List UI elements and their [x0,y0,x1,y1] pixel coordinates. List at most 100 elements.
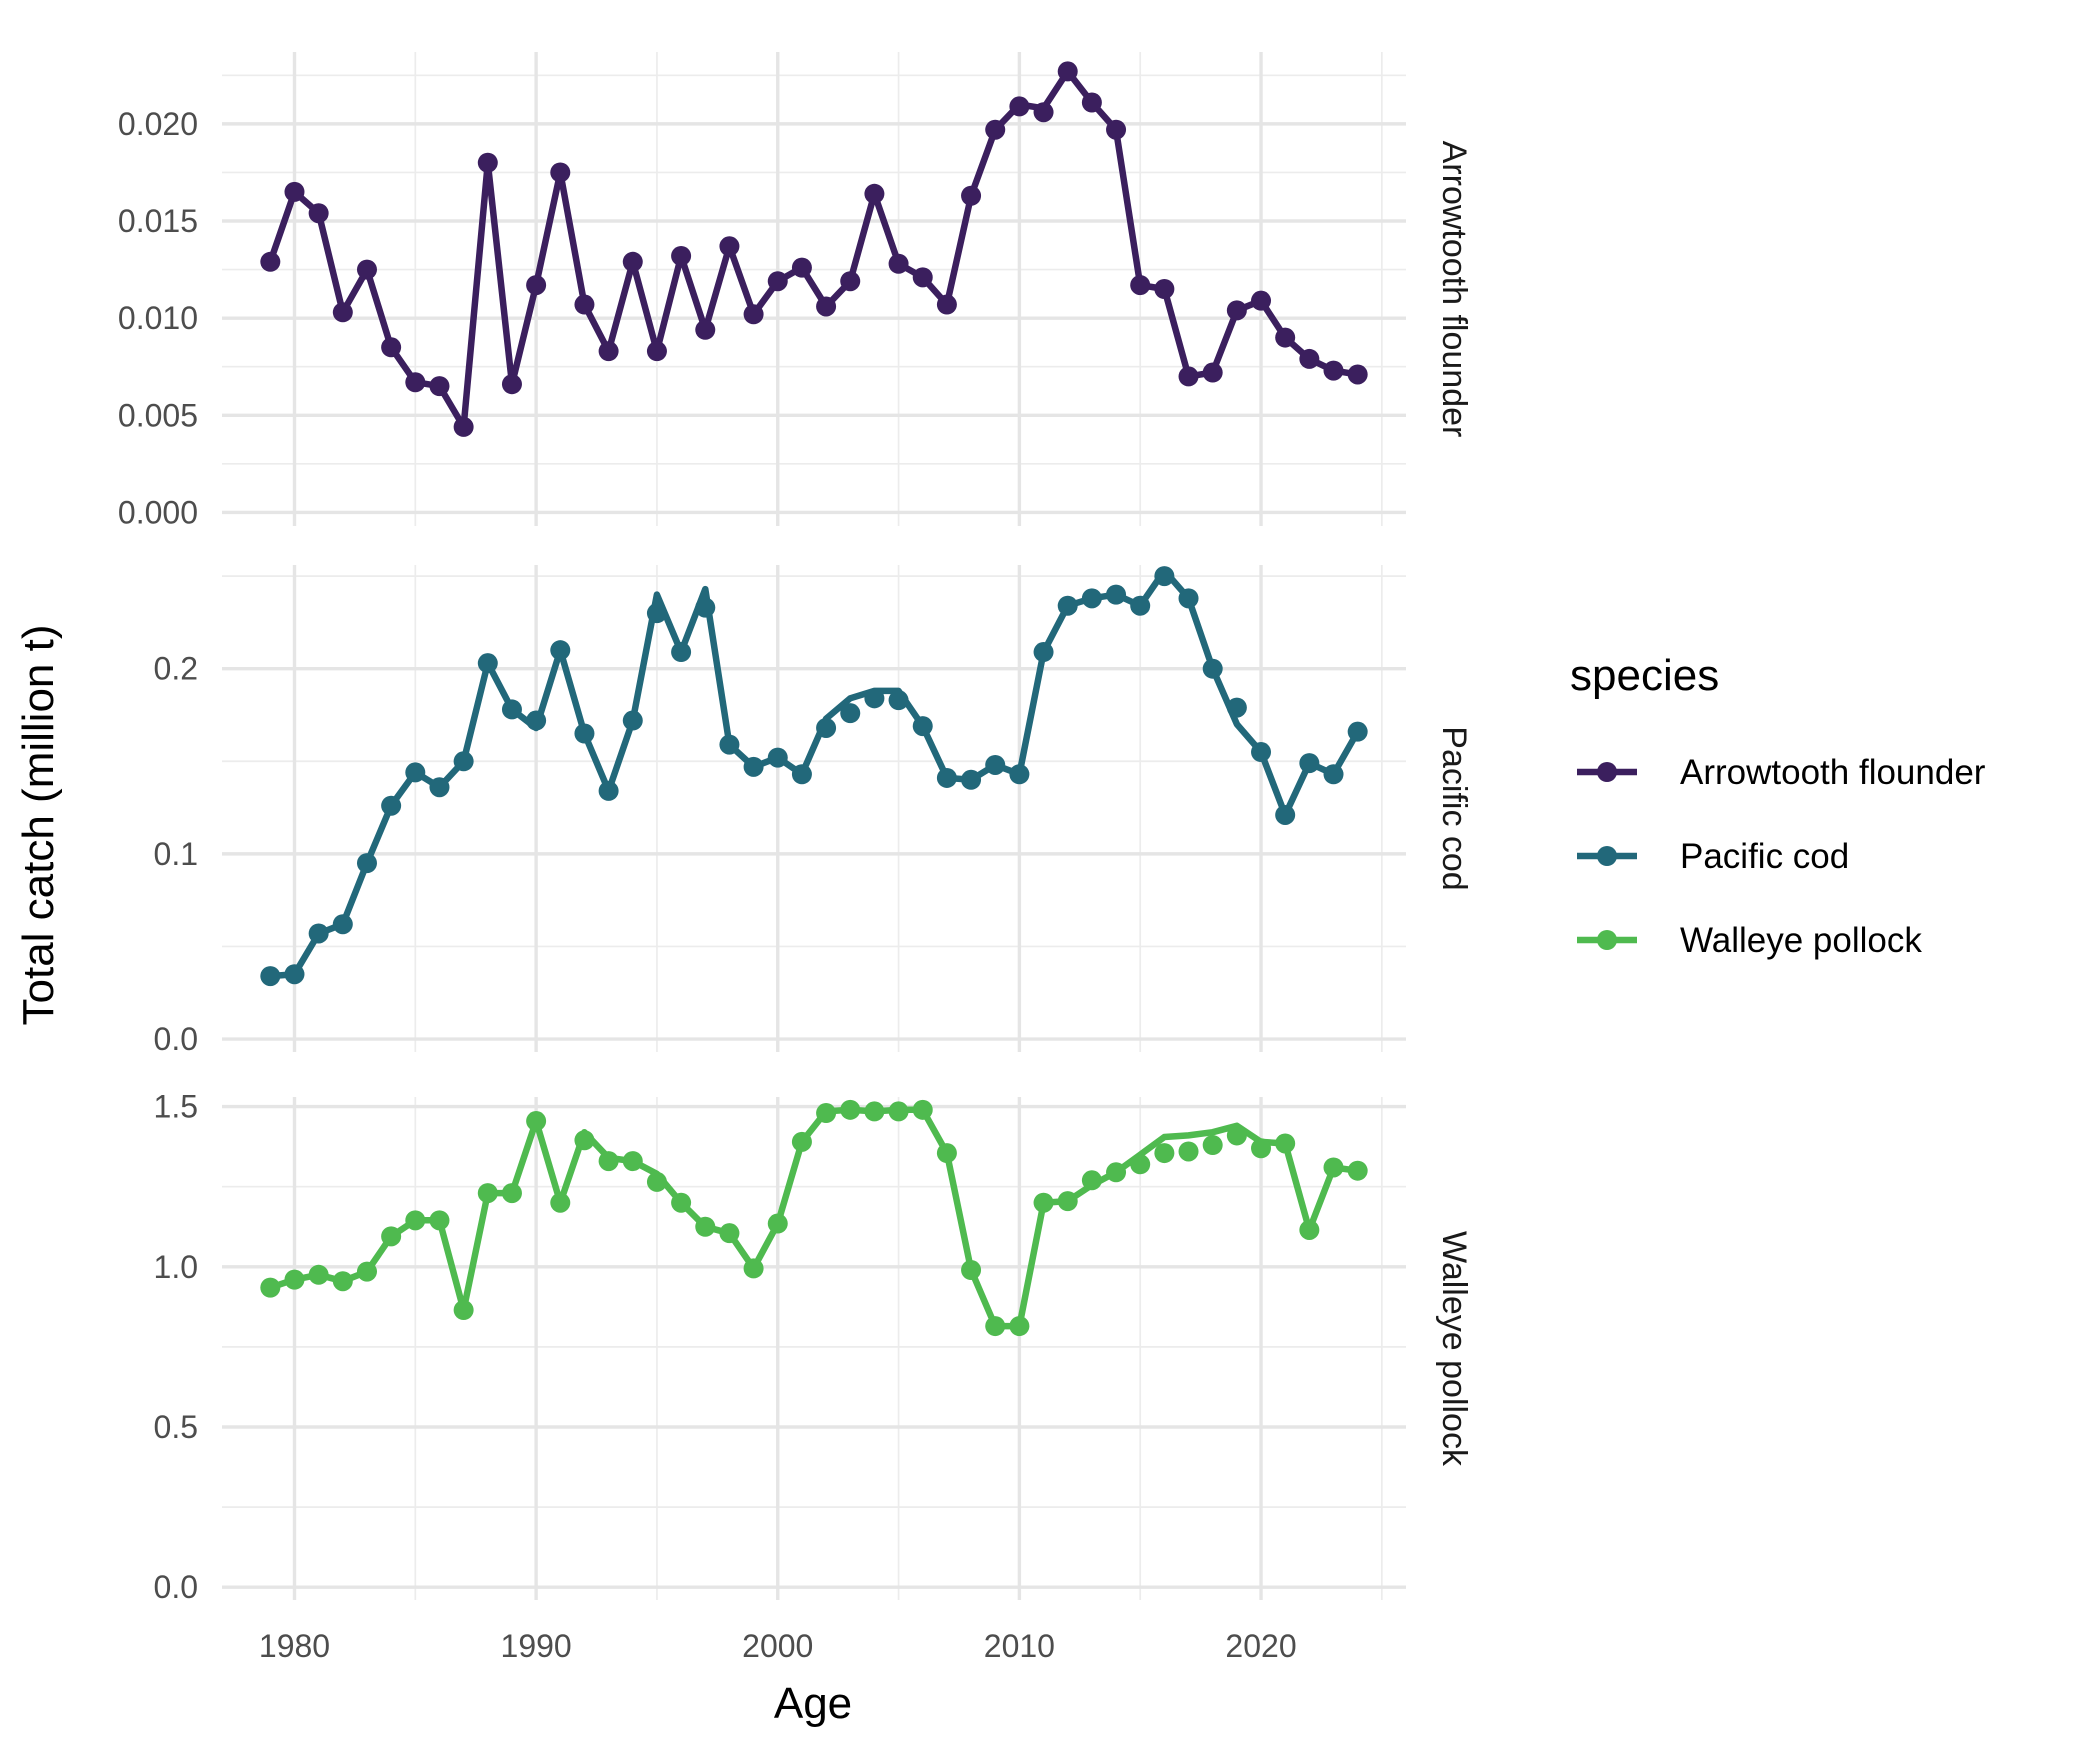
x-tick-label: 2010 [984,1628,1055,1664]
data-point [1009,96,1030,117]
panel-pacific-cod: 0.0 0.1 0.2 Pacific cod [154,565,1473,1057]
facet-panels: 0.000 0.005 0.010 0.015 0.020 Arrowtooth flou… [118,52,1473,1605]
data-point [622,710,643,731]
data-point [1009,764,1030,785]
data-point [598,780,619,801]
data-point [1081,92,1102,113]
data-point [381,337,402,358]
data-point [501,1183,522,1204]
legend-label: Walleye pollock [1680,921,1922,960]
data-point [1033,642,1054,663]
data-point [1251,742,1272,763]
data-point [646,341,667,362]
data-point [550,1192,571,1213]
data-point [332,914,353,935]
data-point [912,1099,933,1120]
data-point [1299,348,1320,369]
data-point [719,734,740,755]
data-point [574,294,595,315]
data-point [1226,1125,1247,1146]
panel-arrowtooth-flounder: 0.000 0.005 0.010 0.015 0.020 Arrowtooth flou… [118,52,1473,530]
data-point [888,690,909,711]
data-point [284,181,305,202]
panel-walleye-pollock: 0.0 0.5 1.0 1.5 Walleye pollock [154,1089,1473,1606]
x-tick-label: 1990 [501,1628,572,1664]
data-point [695,597,716,618]
data-point [429,777,450,798]
legend: species Arrowtooth flounder Pacific cod Wa… [1570,651,1986,960]
data-point [405,372,426,393]
data-point [936,294,957,315]
x-axis: 1980 1990 2000 2010 2020 [259,1628,1297,1664]
data-point [767,1213,788,1234]
data-point [477,1183,498,1204]
data-point [791,764,812,785]
data-point [646,603,667,624]
y-tick-label: 0.0 [154,1021,198,1057]
legend-label: Arrowtooth flounder [1680,753,1986,792]
data-point [936,767,957,788]
data-point [574,723,595,744]
y-tick-label: 0.020 [118,106,198,142]
data-point [501,374,522,395]
data-point [646,1171,667,1192]
data-point [1178,366,1199,387]
x-axis-title: Age [774,1679,852,1728]
data-point [1106,584,1127,605]
data-point [840,1099,861,1120]
data-point [985,754,1006,775]
data-point [1057,595,1078,616]
data-point [526,1111,547,1132]
data-point [1226,697,1247,718]
data-point [1081,588,1102,609]
data-point [1347,721,1368,742]
data-point [429,1210,450,1231]
data-point [1130,1154,1151,1175]
y-tick-label: 1.0 [154,1249,198,1285]
data-point [453,1300,474,1321]
data-point [574,1130,595,1151]
data-point [888,1101,909,1122]
data-point [308,1264,329,1285]
data-point [526,275,547,296]
data-point [1323,1157,1344,1178]
legend-item-pacific-cod: Pacific cod [1577,837,1849,876]
data-point [985,119,1006,140]
data-point [671,245,692,266]
data-point [743,304,764,325]
data-point [695,319,716,340]
y-tick-label: 0.5 [154,1409,198,1445]
data-point [550,640,571,661]
data-point [332,302,353,323]
legend-label: Pacific cod [1680,837,1849,876]
data-point [864,688,885,709]
data-point [1057,1191,1078,1212]
data-point [816,717,837,738]
data-point [356,1261,377,1282]
data-point [912,716,933,737]
data-point [622,251,643,272]
legend-item-walleye-pollock: Walleye pollock [1577,921,1922,960]
data-point [1323,764,1344,785]
data-point [791,257,812,278]
data-point [1081,1170,1102,1191]
data-point [1347,364,1368,385]
data-point [526,710,547,731]
data-point [1202,1135,1223,1156]
data-point [1299,1219,1320,1240]
legend-item-arrowtooth-flounder: Arrowtooth flounder [1577,753,1986,792]
data-point [816,296,837,317]
data-point [501,699,522,720]
data-point [1251,290,1272,311]
data-point [1154,566,1175,587]
x-tick-label: 2000 [742,1628,813,1664]
data-point [743,756,764,777]
data-point [1202,658,1223,679]
data-point [1130,595,1151,616]
data-point [598,1151,619,1172]
data-point [1323,360,1344,381]
data-point [1226,300,1247,321]
data-point [671,1192,692,1213]
y-tick-label: 0.005 [118,397,198,433]
